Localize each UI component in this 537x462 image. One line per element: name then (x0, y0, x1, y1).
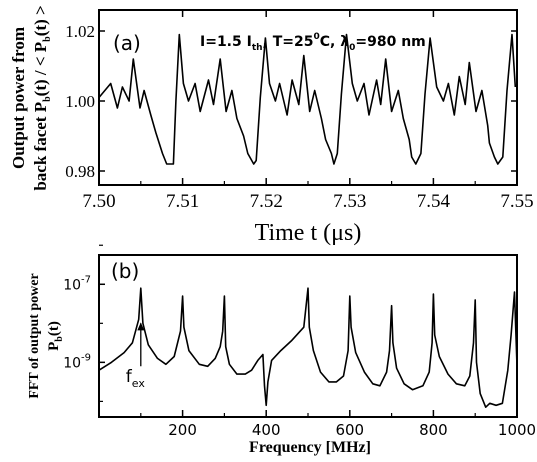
panel-b-x-axis-label: Frequency [MHz] (249, 439, 371, 456)
a-x-tick-label: 7.54 (417, 191, 451, 212)
panel-b-series-line (98, 287, 518, 408)
b-x-tick-label: 600 (335, 421, 364, 439)
fex-annotation: fex (126, 322, 146, 390)
panel-a: (a) I=1.5 Ith, T=250C, λ0=980 nm 0.98 1.0… (9, 5, 534, 246)
panel-a-annotation: I=1.5 Ith, T=250C, λ0=980 nm (200, 32, 426, 53)
panel-a-y-axis-label: Output power from back facet Pb(t) / < P… (9, 5, 53, 190)
a-y-tick-label: 0.98 (65, 162, 95, 181)
svg-text:Pb(t): Pb(t) (46, 321, 65, 351)
panel-a-x-axis-label: Time t (μs) (255, 220, 362, 246)
panel-b-frame (98, 254, 518, 418)
a-x-tick-label: 7.50 (82, 191, 115, 212)
b-x-tick-label: 400 (252, 421, 281, 439)
svg-text:Output power from: Output power from (9, 27, 28, 169)
fex-label: fex (126, 367, 146, 390)
a-x-tick-label: 7.55 (500, 191, 533, 212)
panel-b-x-ticks: 200 400 600 800 1000 (140, 410, 536, 439)
b-y-tick-label: 10-9 (63, 352, 91, 371)
panel-a-series-line (98, 33, 517, 165)
b-x-tick-label: 200 (168, 421, 197, 439)
panel-b-label: (b) (111, 259, 139, 283)
a-x-tick-label: 7.52 (250, 191, 283, 212)
svg-text:FFT of output power: FFT of output power (27, 273, 42, 398)
a-x-tick-label: 7.51 (166, 191, 199, 212)
panel-b: (b) 10-9 10-7 200 400 600 800 1000 fex Freque… (27, 244, 536, 456)
panel-b-y-ticks: 10-9 10-7 (63, 244, 105, 402)
b-y-tick-label: 10-7 (63, 274, 91, 293)
fex-arrow-head (137, 322, 145, 331)
svg-text:back facet Pb(t) / < Pb(t) >: back facet Pb(t) / < Pb(t) > (31, 5, 53, 190)
panel-a-x-ticks: 7.50 7.51 7.52 7.53 7.54 7.55 (82, 10, 534, 212)
a-y-tick-label: 1.02 (65, 22, 95, 41)
panel-a-y-ticks: 0.98 1.00 1.02 (65, 22, 517, 181)
b-x-tick-label: 800 (419, 421, 448, 439)
a-x-tick-label: 7.53 (333, 191, 366, 212)
panel-a-label: (a) (113, 31, 141, 55)
panel-b-y-axis-label: FFT of output power Pb(t) (27, 273, 65, 398)
b-x-tick-label: 1000 (498, 421, 536, 439)
a-y-tick-label: 1.00 (65, 92, 95, 111)
